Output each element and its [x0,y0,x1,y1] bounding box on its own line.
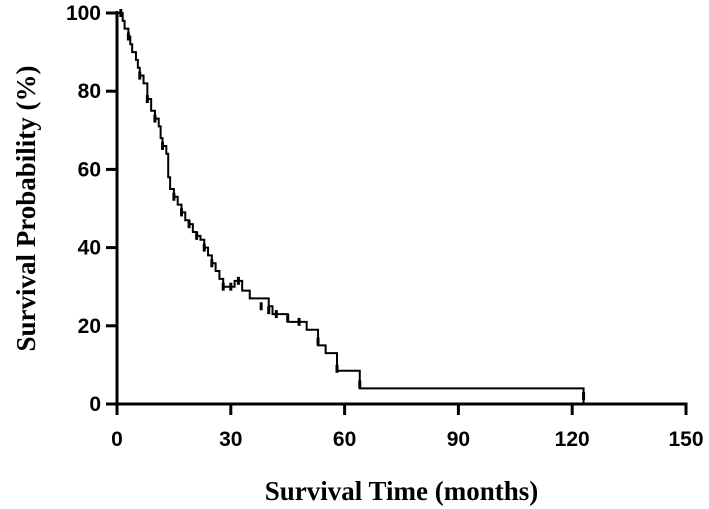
y-tick-label: 100 [66,2,101,25]
y-tick-label: 80 [78,80,101,103]
x-tick-label: 0 [111,428,123,451]
survival-curve [117,12,585,404]
x-tick-label: 120 [555,428,590,451]
x-tick-label: 60 [333,428,356,451]
axes [115,11,688,406]
y-tick-label: 60 [78,158,101,181]
x-axis-title: Survival Time (months) [265,476,539,506]
y-tick-label: 40 [78,237,101,260]
x-axis-ticks: 0 30 60 90 120 150 [111,404,704,451]
y-axis-title: Survival Probability (%) [11,65,41,351]
x-tick-label: 30 [219,428,242,451]
y-tick-label: 0 [89,393,101,416]
y-tick-label: 20 [78,315,101,338]
x-tick-label: 90 [447,428,470,451]
censor-marks [119,9,586,401]
y-axis-ticks: 0 20 40 60 80 100 [66,2,117,416]
x-tick-label: 150 [668,428,703,451]
curve-layer [117,12,585,404]
